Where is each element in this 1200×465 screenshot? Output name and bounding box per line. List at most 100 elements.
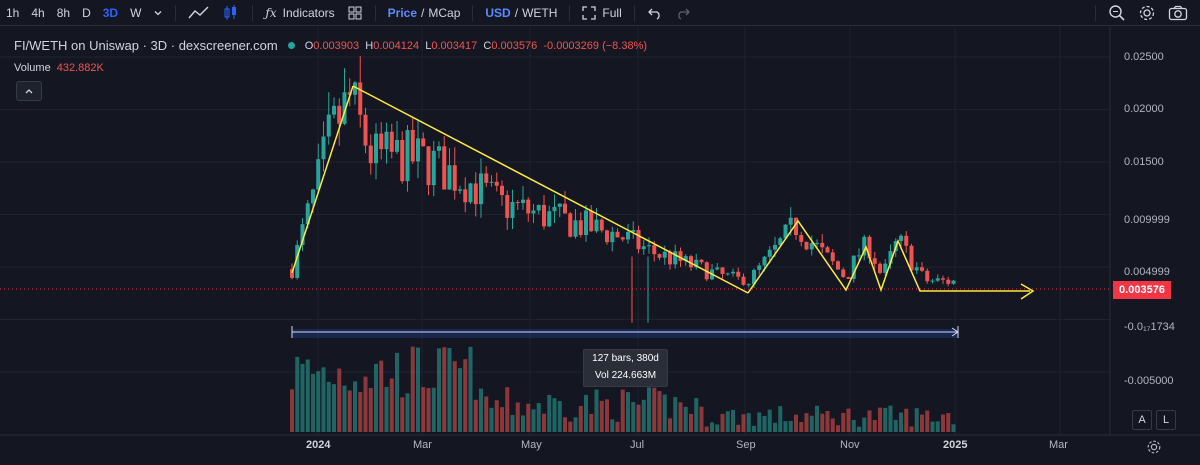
candle-body [605, 230, 609, 243]
candle-body [872, 258, 877, 264]
interval-3d[interactable]: 3D [102, 5, 119, 20]
candle-body [384, 131, 389, 150]
undo-icon[interactable] [641, 6, 669, 20]
fullscreen-button[interactable]: Full [576, 6, 627, 20]
volume-bar [326, 381, 331, 432]
volume-bar [610, 419, 615, 432]
volume-bar [914, 408, 919, 432]
candle-body [652, 245, 657, 255]
interval-4h[interactable]: 4h [31, 5, 45, 20]
interval-1h[interactable]: 1h [6, 5, 20, 20]
price-mcap-toggle[interactable]: Price / MCap [382, 6, 467, 20]
symbol-title: FI/WETH on Uniswap · 3D · dexscreener.co… [14, 38, 278, 53]
line-chart-icon[interactable] [182, 5, 216, 21]
candle-body [925, 270, 930, 282]
volume-bar [552, 398, 557, 432]
mcap-option[interactable]: MCap [428, 5, 461, 20]
interval-w[interactable]: W [130, 5, 142, 20]
price-axis-label: 0.004999 [1124, 266, 1170, 278]
candle-body [589, 210, 594, 232]
candle-body [536, 204, 541, 211]
volume-bar [757, 412, 762, 432]
volume-bar [626, 392, 630, 432]
volume-bar [846, 408, 851, 432]
camera-icon[interactable] [1162, 5, 1194, 21]
volume-bar [379, 360, 384, 432]
volume-bar [930, 421, 935, 432]
candlestick-icon[interactable] [216, 4, 246, 22]
candle-body [867, 236, 872, 259]
candle-body [636, 229, 641, 250]
volume-bar [311, 373, 315, 432]
volume-bar [542, 413, 546, 432]
candle-body [846, 277, 851, 279]
volume-bar [526, 403, 531, 432]
candle-body [442, 146, 447, 190]
volume-bar [636, 404, 641, 432]
candle-body [641, 246, 646, 250]
volume-bar [484, 396, 489, 432]
volume-bar [820, 413, 825, 432]
log-scale-button[interactable]: L [1156, 410, 1176, 430]
volume-bar [374, 363, 378, 432]
weth-option[interactable]: WETH [522, 5, 558, 20]
volume-bar [657, 391, 662, 432]
candle-body [521, 199, 525, 204]
volume-bar [290, 389, 294, 432]
candle-body [715, 267, 720, 270]
currency-toggle[interactable]: USD / WETH [479, 6, 563, 20]
usd-option[interactable]: USD [485, 5, 511, 20]
candle-body [599, 219, 604, 231]
candle-body [694, 259, 699, 268]
price-axis-label: -0.0₁₇1734 [1124, 321, 1175, 333]
collapse-legend-button[interactable] [16, 81, 42, 101]
candle-body [447, 165, 452, 190]
volume-bar [752, 425, 756, 432]
candle-body [699, 259, 704, 263]
price-option[interactable]: Price [387, 5, 418, 20]
volume-bar [731, 409, 735, 432]
candle-body [830, 252, 835, 262]
time-axis-label: Jul [630, 439, 645, 451]
candle-body [568, 213, 573, 237]
volume-bar [531, 409, 536, 432]
measure-bars-text: 127 bars, 380d [592, 353, 659, 364]
candle-body [815, 242, 819, 244]
candle-body [400, 139, 405, 182]
candle-body [946, 279, 951, 284]
volume-bar [589, 413, 594, 432]
settings-gear-icon[interactable] [1132, 4, 1162, 22]
layout-grid-icon[interactable] [341, 5, 369, 21]
chevron-down-icon[interactable] [147, 8, 169, 18]
volume-bar [825, 411, 830, 432]
interval-8h[interactable]: 8h [56, 5, 71, 20]
chart-settings-gear-icon[interactable] [1146, 439, 1162, 455]
redo-icon[interactable] [669, 6, 697, 20]
time-axis-label: 2024 [306, 439, 331, 451]
volume-bar [437, 348, 441, 432]
candle-body [741, 276, 746, 285]
volume-bar [809, 415, 814, 432]
indicators-button[interactable]: ƒx Indicators [259, 6, 340, 20]
candle-body [673, 251, 678, 265]
volume-bar [678, 402, 683, 432]
volume-bar [836, 425, 840, 432]
auto-scale-button[interactable]: A [1132, 410, 1152, 430]
candle-body [510, 202, 515, 218]
volume-bar [384, 386, 389, 432]
candle-body [363, 114, 368, 146]
interval-d[interactable]: D [82, 5, 91, 20]
price-axis-label: 0.02000 [1124, 103, 1164, 115]
volume-bar [447, 347, 452, 432]
quick-search-icon[interactable] [1102, 4, 1132, 22]
volume-bar [899, 412, 903, 432]
chart-legend: FI/WETH on Uniswap · 3D · dexscreener.co… [14, 38, 647, 53]
volume-bar [694, 398, 699, 432]
candle-body [557, 203, 562, 207]
candle-body [594, 219, 599, 232]
time-axis-label: Mar [413, 439, 432, 451]
candle-body [515, 202, 520, 204]
candle-body [820, 242, 825, 248]
volume-bar [489, 407, 494, 432]
